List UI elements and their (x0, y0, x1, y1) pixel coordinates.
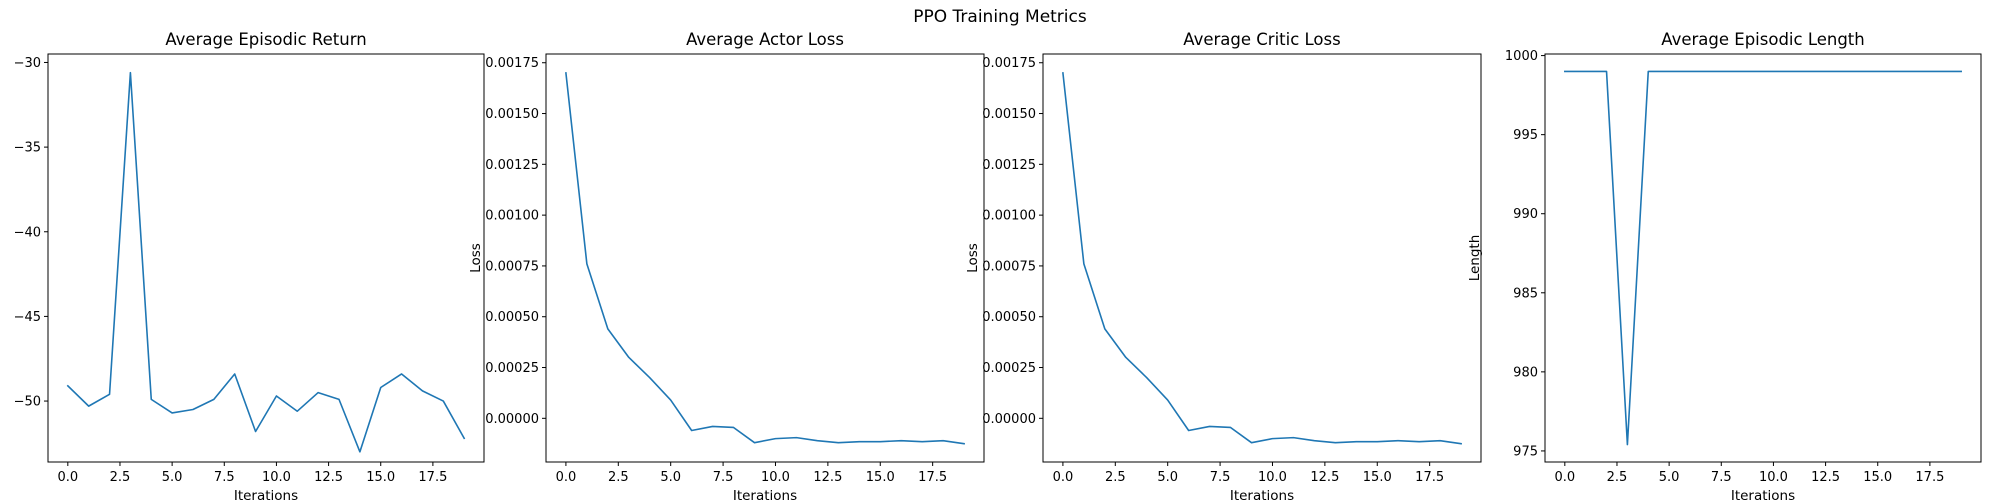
x-tick-label: 7.5 (1711, 470, 1732, 485)
x-tick-label: 17.5 (1415, 470, 1444, 485)
y-tick-label: 0.00000 (485, 412, 539, 427)
panel-title: Average Episodic Length (1661, 30, 1864, 49)
x-tick-label: 15.0 (366, 470, 395, 485)
y-tick-label: 975 (1513, 444, 1538, 459)
x-tick-label: 2.5 (1607, 470, 1628, 485)
plot-frame (47, 53, 485, 463)
y-tick-label: 985 (1513, 286, 1538, 301)
y-tick-label: 0.00050 (485, 310, 539, 325)
x-tick-label: 5.0 (1157, 470, 1178, 485)
series-line-1 (1062, 72, 1462, 445)
x-tick-label: 12.5 (1310, 470, 1339, 485)
x-tick-label: 5.0 (660, 470, 681, 485)
x-tick-label: 2.5 (608, 470, 629, 485)
x-axis-label: Iterations (733, 488, 797, 500)
x-tick-label: 7.5 (713, 470, 734, 485)
y-axis-label: Loss (965, 243, 981, 273)
y-axis-label: Length (1467, 235, 1483, 282)
x-tick-label: 10.0 (262, 470, 291, 485)
y-tick-label: 0.00025 (485, 361, 539, 376)
chart-panel-1: 0.0 2.5 5.0 7.5 10.0 12.5 15.0 17.5 −50 −45 −40 −35… (14, 30, 485, 500)
y-tick-label: −35 (14, 141, 41, 156)
y-tick-label: 0.00100 (485, 209, 539, 224)
x-tick-label: 15.0 (1363, 470, 1392, 485)
x-tick-label: 10.0 (1759, 470, 1788, 485)
series-line-1 (565, 72, 965, 445)
x-tick-label: 2.5 (110, 470, 131, 485)
plot-frame (1042, 53, 1482, 463)
y-tick-label: 0.00000 (982, 412, 1036, 427)
x-tick-label: 0.0 (1053, 470, 1074, 485)
y-axis-label: Loss (468, 243, 484, 273)
y-tick-label: 0.00175 (982, 56, 1036, 71)
y-tick-label: 1000 (1505, 49, 1538, 64)
y-tick-label: 0.00100 (982, 209, 1036, 224)
panel-title: Average Critic Loss (1183, 30, 1340, 49)
x-tick-label: 10.0 (1258, 470, 1287, 485)
x-tick-label: 0.0 (57, 470, 78, 485)
y-tick-label: −45 (14, 310, 41, 325)
y-tick-label: 0.00075 (982, 259, 1036, 274)
y-tick-label: 0.00175 (485, 56, 539, 71)
y-tick-label: 0.00125 (982, 158, 1036, 173)
y-tick-label: 0.00050 (982, 310, 1036, 325)
figure-title: PPO Training Metrics (913, 7, 1087, 27)
x-tick-label: 17.5 (1915, 470, 1944, 485)
chart-panel-4: 0.0 2.5 5.0 7.5 10.0 12.5 15.0 17.5 975 980 985 990… (1467, 30, 1982, 500)
x-tick-label: 12.5 (314, 470, 343, 485)
y-tick-label: 0.00025 (982, 361, 1036, 376)
plot-frame (545, 53, 985, 463)
x-tick-label: 0.0 (1554, 470, 1575, 485)
x-tick-label: 7.5 (1210, 470, 1231, 485)
y-tick-label: −50 (14, 395, 41, 410)
x-tick-label: 17.5 (918, 470, 947, 485)
y-tick-label: 0.00125 (485, 158, 539, 173)
x-tick-label: 17.5 (418, 470, 447, 485)
x-tick-label: 0.0 (556, 470, 577, 485)
series-line-1 (66, 71, 466, 453)
x-tick-label: 7.5 (214, 470, 235, 485)
y-tick-label: −30 (14, 56, 41, 71)
x-tick-label: 10.0 (761, 470, 790, 485)
x-tick-label: 12.5 (813, 470, 842, 485)
y-tick-label: −40 (14, 225, 41, 240)
plot-frame (1544, 53, 1982, 463)
y-tick-label: 995 (1513, 128, 1538, 143)
chart-panel-3: 0.0 2.5 5.0 7.5 10.0 12.5 15.0 17.5 0.00000 0.000… (965, 30, 1482, 500)
y-tick-label: 0.00150 (982, 107, 1036, 122)
x-tick-label: 5.0 (162, 470, 183, 485)
x-axis-label: Iterations (1731, 488, 1795, 500)
series-line-1 (1564, 70, 1962, 446)
y-tick-label: 980 (1513, 365, 1538, 380)
x-tick-label: 15.0 (1863, 470, 1892, 485)
x-axis-label: Iterations (234, 488, 298, 500)
x-tick-label: 5.0 (1659, 470, 1680, 485)
x-tick-label: 2.5 (1105, 470, 1126, 485)
y-tick-label: 0.00075 (485, 259, 539, 274)
x-tick-label: 15.0 (866, 470, 895, 485)
panel-title: Average Episodic Return (165, 30, 366, 49)
x-axis-label: Iterations (1230, 488, 1294, 500)
x-tick-label: 12.5 (1811, 470, 1840, 485)
panel-title: Average Actor Loss (686, 30, 844, 49)
y-tick-label: 0.00150 (485, 107, 539, 122)
y-tick-label: 990 (1513, 207, 1538, 222)
chart-panel-2: 0.0 2.5 5.0 7.5 10.0 12.5 15.0 17.5 0.00000 0.000… (468, 30, 985, 500)
